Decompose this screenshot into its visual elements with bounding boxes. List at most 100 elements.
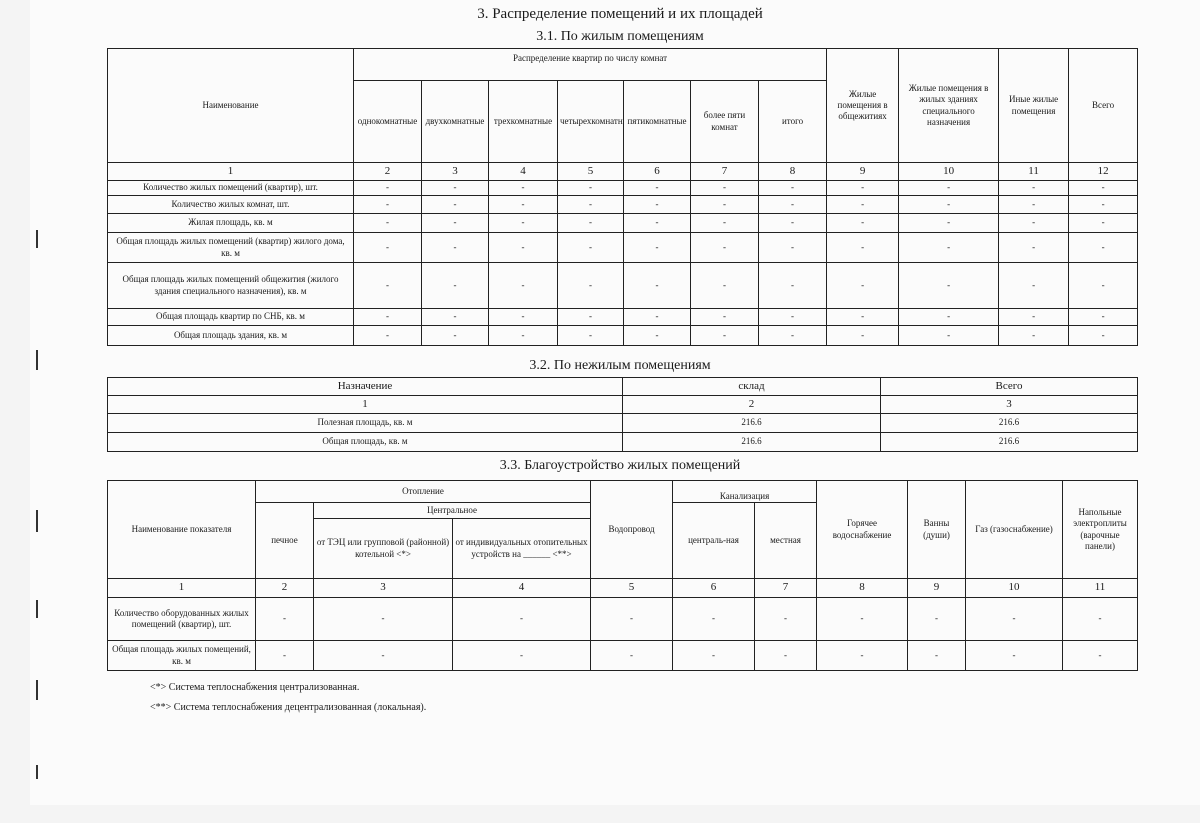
room-column-header: итого (757, 80, 828, 163)
cell-value: - (672, 597, 756, 641)
cell-value: - (826, 195, 900, 214)
table-row: Общая площадь, кв. м 216.6 216.6 (107, 432, 1138, 452)
cell-value: - (557, 213, 624, 233)
total-header: Всего (1068, 48, 1139, 163)
sewer-local-header: местная (754, 502, 818, 579)
room-column-header: двухкомнатные (421, 80, 489, 163)
cell-value: - (757, 213, 828, 233)
individual-heating-header: от индивидуальных отопительных устройств… (451, 518, 592, 579)
page-title: 3. Распределение помещений и их площадей (477, 6, 763, 22)
column-number: 2 (622, 395, 881, 414)
cell-value: - (421, 325, 489, 346)
cell-value: - (757, 195, 828, 214)
water-supply-header: Водопровод (590, 480, 674, 579)
cell-value: - (757, 262, 828, 309)
cell-value: - (421, 195, 489, 214)
cell-value: - (623, 325, 691, 346)
cell-value: - (757, 180, 828, 196)
cell-value: - (313, 597, 453, 641)
cell-value: - (816, 597, 909, 641)
scan-mark (36, 765, 38, 779)
cell-value: - (898, 180, 1000, 196)
column-number: 11 (1062, 578, 1139, 598)
cell-value: - (690, 262, 759, 309)
column-number: 1 (107, 162, 354, 181)
scan-mark (36, 680, 38, 700)
cell-value: - (623, 213, 691, 233)
cell-value: - (898, 213, 1000, 233)
cell-value: - (898, 195, 1000, 214)
cell-value: - (826, 232, 900, 263)
column-number: 6 (672, 578, 756, 598)
cell-value: - (998, 195, 1070, 214)
section-31-title: 3.1. По жилым помещениям (536, 29, 704, 44)
column-number: 9 (826, 162, 900, 181)
column-number: 8 (757, 162, 828, 181)
sewer-central-header: централь-ная (672, 502, 756, 579)
cell-value: - (451, 640, 592, 671)
dormitory-header: Жилые помещения в общежитиях (826, 48, 900, 163)
cell-value: - (623, 308, 691, 326)
table-row: Общая площадь квартир по СНБ, кв. м-----… (107, 308, 1139, 326)
cell-value: - (998, 262, 1070, 309)
cell-value: - (998, 325, 1070, 346)
cell-value: - (898, 232, 1000, 263)
footnote: <*> Система теплоснабжения централизован… (150, 682, 360, 693)
cell-value: - (255, 597, 314, 641)
footnote: <**> Система теплоснабжения децентрализо… (150, 702, 427, 713)
sewerage-header: Канализация (672, 480, 818, 503)
indicator-name-header: Наименование показателя (107, 480, 256, 579)
cell-value: - (1062, 597, 1139, 641)
cell-value: - (623, 195, 691, 214)
column-number: 5 (590, 578, 674, 598)
table-row: Общая площадь жилых помещений, кв. м----… (107, 640, 1139, 671)
column-number: 5 (557, 162, 624, 181)
column-number: 1 (107, 578, 256, 598)
amenities-table: Наименование показателя Отопление Водопр… (107, 480, 1139, 671)
cell-value: - (826, 262, 900, 309)
cell-value: - (488, 180, 558, 196)
heating-header: Отопление (254, 480, 592, 503)
cell-value: - (965, 640, 1064, 671)
cell-value: - (1068, 213, 1139, 233)
room-column-header: трехкомнатные (488, 80, 558, 163)
gas-header: Газ (газоснабжение) (965, 480, 1064, 579)
cell-value: - (1068, 232, 1139, 263)
column-number: 7 (754, 578, 818, 598)
cell-value: - (965, 597, 1064, 641)
cell-value: - (590, 640, 674, 671)
column-number: 2 (353, 162, 422, 181)
table-row: Общая площадь жилых помещений (квартир) … (107, 232, 1139, 263)
cell-value: 216.6 (622, 413, 881, 433)
other-residential-header: Иные жилые помещения (998, 48, 1070, 163)
cell-value: - (907, 597, 967, 641)
column-number: 2 (255, 578, 314, 598)
row-label: Полезная площадь, кв. м (107, 413, 623, 433)
room-distribution-header: Распределение квартир по числу комнат (352, 48, 828, 81)
stove-heating-header: печное (255, 502, 314, 579)
cell-value: - (690, 232, 759, 263)
row-label: Общая площадь жилых помещений, кв. м (107, 640, 256, 671)
cell-value: - (488, 262, 558, 309)
cell-value: - (1068, 195, 1139, 214)
cell-value: - (998, 180, 1070, 196)
cell-value: - (353, 308, 422, 326)
row-label: Количество жилых помещений (квартир), шт… (107, 180, 354, 196)
column-number: 8 (816, 578, 909, 598)
name-header: Наименование (107, 48, 354, 163)
cell-value: 216.6 (880, 432, 1138, 452)
cell-value: - (690, 308, 759, 326)
column-number: 9 (907, 578, 967, 598)
cell-value: - (690, 325, 759, 346)
cell-value: - (826, 325, 900, 346)
cell-value: - (353, 195, 422, 214)
room-column-header: однокомнатные (353, 80, 422, 163)
cell-value: - (690, 213, 759, 233)
cell-value: - (557, 232, 624, 263)
column-number: 7 (690, 162, 759, 181)
column-number: 1 (107, 395, 623, 414)
cell-value: - (421, 213, 489, 233)
baths-header: Ванны (души) (907, 480, 967, 579)
cell-value: - (421, 308, 489, 326)
